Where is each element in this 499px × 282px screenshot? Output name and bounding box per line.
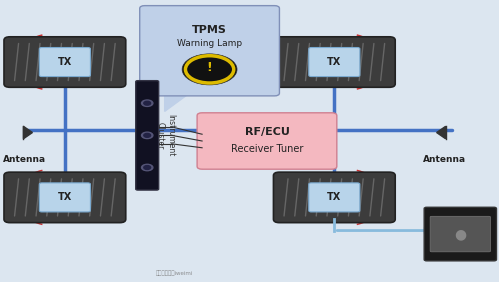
Text: Warning Lamp: Warning Lamp xyxy=(177,39,242,49)
FancyBboxPatch shape xyxy=(273,37,395,87)
Polygon shape xyxy=(165,93,190,111)
FancyBboxPatch shape xyxy=(430,216,491,252)
FancyBboxPatch shape xyxy=(136,81,159,190)
Circle shape xyxy=(144,133,151,137)
FancyBboxPatch shape xyxy=(4,37,126,87)
FancyBboxPatch shape xyxy=(39,183,90,212)
Polygon shape xyxy=(23,126,32,139)
Text: TX: TX xyxy=(327,192,341,202)
FancyBboxPatch shape xyxy=(197,113,337,169)
Text: ●: ● xyxy=(454,227,467,241)
Circle shape xyxy=(142,132,153,138)
Text: Receiver Tuner: Receiver Tuner xyxy=(231,144,303,155)
Circle shape xyxy=(142,164,153,171)
FancyBboxPatch shape xyxy=(309,183,360,212)
FancyBboxPatch shape xyxy=(424,207,497,261)
FancyBboxPatch shape xyxy=(140,6,279,96)
FancyBboxPatch shape xyxy=(4,172,126,223)
Text: 集微网微信：iweimi: 集微网微信：iweimi xyxy=(156,271,193,276)
Text: RF/ECU: RF/ECU xyxy=(245,127,289,137)
Text: Instrument
Cluster: Instrument Cluster xyxy=(156,114,175,157)
Text: Antenna: Antenna xyxy=(423,155,466,164)
Text: TX: TX xyxy=(58,57,72,67)
Polygon shape xyxy=(437,126,446,139)
Text: TX: TX xyxy=(58,192,72,202)
Circle shape xyxy=(142,100,153,106)
Text: !: ! xyxy=(207,61,213,74)
Circle shape xyxy=(182,54,237,85)
FancyBboxPatch shape xyxy=(309,47,360,76)
Text: TPMS: TPMS xyxy=(192,25,227,35)
Text: Antenna: Antenna xyxy=(3,155,46,164)
Circle shape xyxy=(144,101,151,105)
Text: TX: TX xyxy=(327,57,341,67)
FancyBboxPatch shape xyxy=(273,172,395,223)
FancyBboxPatch shape xyxy=(39,47,90,76)
Circle shape xyxy=(144,166,151,169)
